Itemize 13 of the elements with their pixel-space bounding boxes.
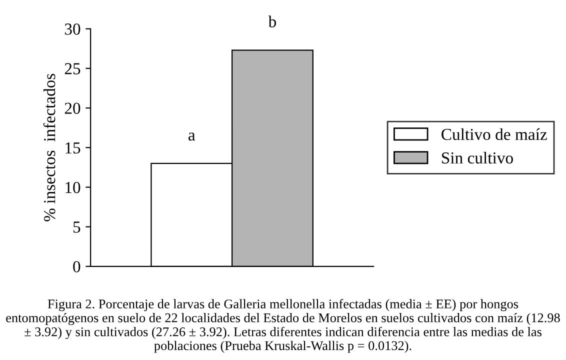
- y-tick-label: 30: [64, 24, 80, 35]
- y-tick-label: 15: [66, 142, 80, 154]
- y-tick-label: 5: [73, 222, 80, 233]
- annotation: a: [188, 132, 196, 141]
- legend-label: Cultivo de maíz: [442, 128, 547, 140]
- y-tick-label: 25: [64, 63, 80, 74]
- legend-label: Sin cultivo: [442, 152, 513, 164]
- y-axis-title: % insectos infectados: [43, 74, 56, 222]
- text: b: [268, 16, 276, 28]
- y-tick-label: 10: [66, 182, 80, 194]
- text: Figura 2. Porcentaje de larvas de Galleria mellonella infectadas (media ± EE) por hongos entomopatógenos en suelo de 22 localidades del Estado de Morelos en suelos cultivados con maíz (12.98 ± 3.92) y sin cultivados (27.26 ± 3.92). Letras diferentes indican diferencia entre las medias de las poblaciones (Prueba Kruskal-Wallis p = 0.0132).: [6, 299, 560, 353]
- y-tick-label: 0: [73, 261, 80, 272]
- y-tick-label: 20: [64, 102, 80, 114]
